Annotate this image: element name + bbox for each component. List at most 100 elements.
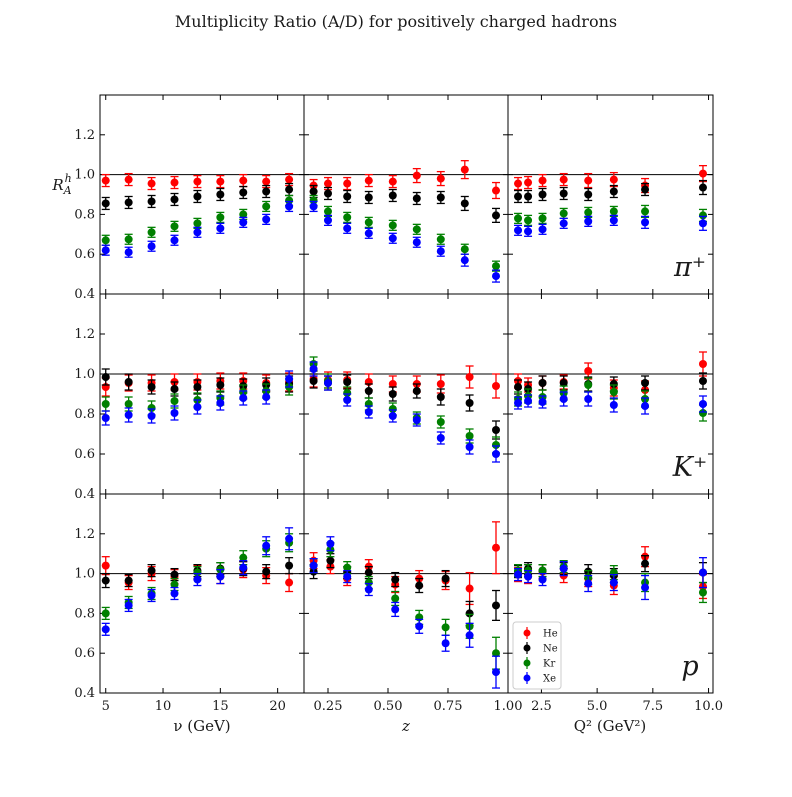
data-point-xe (584, 215, 593, 227)
marker (170, 580, 179, 589)
data-point-ne (524, 189, 533, 204)
marker (441, 639, 450, 648)
data-point-kr (193, 217, 202, 229)
data-point-xe (285, 527, 294, 551)
marker (460, 245, 469, 254)
marker (492, 382, 500, 390)
marker (101, 199, 110, 208)
marker (309, 377, 318, 385)
marker (170, 195, 179, 204)
marker (216, 572, 225, 581)
marker (492, 426, 500, 434)
marker (101, 400, 110, 408)
data-point-xe (216, 222, 225, 234)
marker (147, 242, 156, 251)
marker (326, 539, 335, 548)
data-point-kr (559, 207, 568, 220)
data-point-ne (388, 386, 397, 402)
data-point-he (584, 362, 593, 380)
data-point-ne (441, 569, 450, 588)
marker (239, 553, 248, 562)
x-tick-label: 2.5 (531, 699, 552, 714)
data-point-ne (559, 186, 568, 201)
marker (538, 225, 547, 234)
data-point-ne (124, 373, 133, 391)
data-point-xe (364, 227, 373, 239)
data-point-he (147, 176, 156, 191)
data-point-ne (216, 187, 225, 202)
data-point-xe (170, 234, 179, 246)
panel-1-2 (507, 293, 714, 495)
marker (170, 570, 179, 579)
data-point-ne (101, 572, 110, 589)
x-tick-label: 7.5 (642, 699, 663, 714)
data-point-ne (388, 188, 397, 203)
data-point-ne (239, 185, 248, 200)
data-point-xe (698, 557, 707, 589)
marker (262, 202, 271, 211)
data-point-ne (124, 195, 133, 210)
data-point-ne (415, 577, 424, 594)
marker (492, 450, 500, 458)
marker (415, 622, 424, 631)
data-point-he (460, 160, 469, 180)
marker (460, 256, 469, 265)
marker (343, 224, 352, 233)
legend-label: Kr (543, 659, 555, 670)
marker (412, 238, 421, 247)
marker (193, 403, 202, 411)
data-point-kr (101, 234, 110, 246)
marker (101, 176, 110, 185)
marker (343, 572, 352, 581)
marker (441, 623, 450, 632)
marker (343, 213, 352, 222)
marker (538, 176, 547, 185)
data-point-he (492, 373, 500, 399)
data-point-he (101, 556, 110, 576)
marker (388, 405, 397, 413)
hadron-label-0: π⁺ (673, 252, 706, 283)
marker (124, 576, 133, 585)
marker (415, 581, 424, 590)
y-axis-label: RAh (51, 172, 71, 197)
legend-label: Ne (543, 644, 558, 655)
marker (584, 208, 593, 217)
data-point-ne (262, 184, 271, 199)
marker (170, 222, 179, 231)
data-point-xe (641, 574, 650, 601)
marker (388, 177, 397, 186)
data-point-xe (514, 567, 523, 582)
marker (609, 216, 618, 225)
data-point-kr (124, 233, 133, 245)
marker (492, 668, 500, 677)
marker (216, 399, 225, 407)
marker (170, 385, 179, 393)
data-point-xe (415, 618, 424, 634)
marker (412, 416, 421, 424)
x-axis-label-nu: ν (GeV) (173, 717, 230, 735)
data-point-xe (324, 375, 332, 391)
marker (492, 601, 500, 610)
marker (239, 218, 248, 227)
marker (698, 360, 707, 368)
legend-marker (523, 629, 531, 637)
data-point-xe (524, 225, 533, 237)
hadron-label-1: K⁺ (672, 452, 707, 483)
data-point-xe (147, 240, 156, 252)
marker (262, 541, 271, 550)
marker (460, 165, 469, 174)
marker (436, 235, 445, 244)
marker (262, 393, 271, 401)
marker (193, 177, 202, 186)
marker (514, 179, 523, 188)
marker (524, 572, 533, 581)
marker (309, 187, 318, 196)
marker (101, 576, 110, 585)
panel-frame (99, 493, 305, 694)
legend: He Ne Kr Xe (512, 621, 562, 690)
marker (524, 178, 533, 187)
data-point-ne (514, 379, 523, 395)
marker (309, 196, 318, 205)
marker (364, 568, 373, 577)
marker (584, 395, 593, 403)
